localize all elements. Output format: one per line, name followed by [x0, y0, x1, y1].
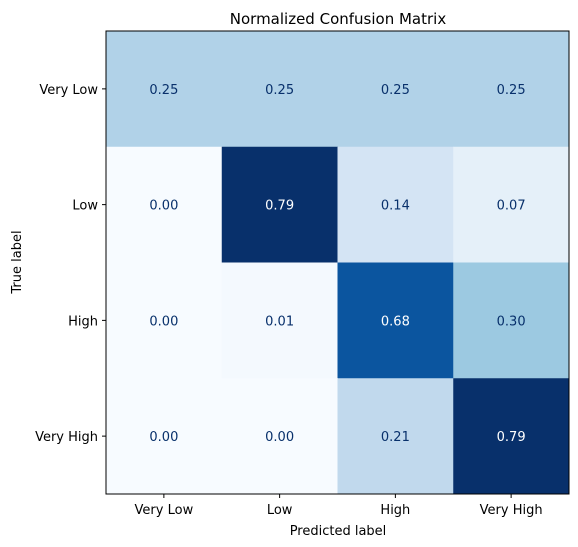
heatmap-cell — [453, 146, 570, 263]
plot-frame — [105, 30, 570, 495]
cell-value-label: 0.21 — [381, 430, 410, 445]
x-tick-label: Very Low — [135, 503, 194, 518]
y-tick-label: High — [68, 314, 98, 329]
y-axis-label: True label — [10, 230, 25, 294]
heatmap-cell — [106, 31, 223, 148]
y-tick-label: Low — [72, 199, 98, 214]
cell-value-label: 0.00 — [149, 430, 178, 445]
heatmap-cells — [106, 31, 570, 495]
heatmap-cell-labels: 0.25 0.25 0.25 0.25 0.00 0.79 0.14 0.07 0.00 0.01… — [149, 83, 525, 445]
heatmap-cell — [453, 31, 570, 148]
heatmap-cell — [221, 146, 338, 263]
cell-value-label: 0.14 — [381, 199, 410, 214]
heatmap-cell — [221, 262, 338, 379]
cell-value-label: 0.68 — [381, 314, 410, 329]
heatmap-cell — [337, 262, 454, 379]
cell-value-label: 0.25 — [265, 83, 294, 98]
heatmap-cell — [106, 378, 223, 495]
cell-value-label: 0.00 — [149, 199, 178, 214]
heatmap-cell — [221, 378, 338, 495]
cell-value-label: 0.79 — [497, 430, 526, 445]
heatmap-cell — [337, 31, 454, 148]
cell-value-label: 0.79 — [265, 199, 294, 214]
x-tick-label: Very High — [480, 503, 543, 518]
cell-value-label: 0.25 — [497, 83, 526, 98]
cell-value-label: 0.30 — [497, 314, 526, 329]
heatmap-cell — [106, 146, 223, 263]
y-tick-label: Very Low — [39, 83, 98, 98]
cell-value-label: 0.00 — [149, 314, 178, 329]
cell-value-label: 0.01 — [265, 314, 294, 329]
x-axis-ticks: Very Low Low High Very High — [135, 494, 543, 518]
heatmap-cell — [453, 378, 570, 495]
cell-value-label: 0.00 — [265, 430, 294, 445]
y-axis-ticks: Very Low Low High Very High — [35, 83, 106, 445]
heatmap-cell — [337, 378, 454, 495]
y-tick-label: Very High — [35, 430, 98, 445]
x-axis-label: Predicted label — [290, 524, 387, 539]
cell-value-label: 0.07 — [497, 199, 526, 214]
heatmap-cell — [337, 146, 454, 263]
x-tick-label: High — [380, 503, 410, 518]
cell-value-label: 0.25 — [149, 83, 178, 98]
heatmap-cell — [453, 262, 570, 379]
chart-title: Normalized Confusion Matrix — [230, 10, 447, 28]
x-tick-label: Low — [267, 503, 293, 518]
heatmap-cell — [221, 31, 338, 148]
heatmap-cell — [106, 262, 223, 379]
cell-value-label: 0.25 — [381, 83, 410, 98]
